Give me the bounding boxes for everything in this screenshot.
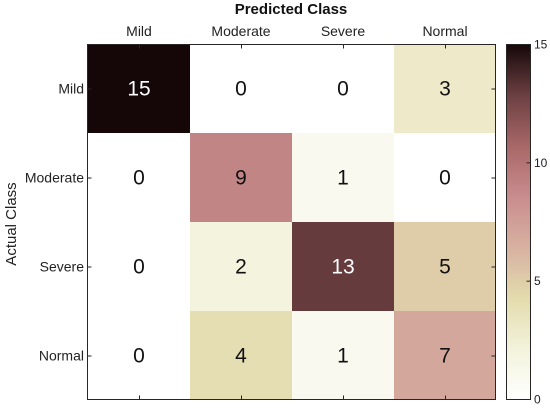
heatmap-cell bbox=[88, 44, 190, 133]
x-tick-label: Mild bbox=[126, 23, 152, 39]
y-tick-label: Normal bbox=[39, 348, 84, 364]
colorbar-tick-label: 15 bbox=[534, 38, 548, 52]
heatmap-cell bbox=[190, 44, 292, 133]
axis-tick-marks bbox=[87, 44, 496, 400]
heatmap-cell bbox=[292, 44, 394, 133]
cell-value-label: 0 bbox=[337, 78, 349, 101]
heatmap-cell bbox=[190, 222, 292, 311]
heatmap-cell bbox=[190, 133, 292, 222]
y-axis-label: Actual Class bbox=[3, 182, 20, 265]
heatmap-cell bbox=[292, 311, 394, 400]
cell-value-label: 4 bbox=[235, 345, 247, 368]
heatmap-cell bbox=[394, 222, 496, 311]
y-tick-label: Severe bbox=[40, 259, 85, 275]
heatmap-cell bbox=[88, 133, 190, 222]
heatmap-cell bbox=[292, 133, 394, 222]
heatmap-cells: 15 0 0 3 0 9 1 0 0 2 13 5 0 4 1 7 bbox=[88, 44, 496, 400]
cell-value-label: 0 bbox=[133, 167, 145, 190]
cell-value-label: 0 bbox=[133, 256, 145, 279]
colorbar bbox=[507, 44, 531, 400]
y-tick-labels: Mild Moderate Severe Normal bbox=[25, 81, 84, 364]
colorbar-ticks: 0 5 10 15 bbox=[526, 38, 548, 407]
heatmap-cell bbox=[292, 222, 394, 311]
y-tick-label: Mild bbox=[58, 81, 84, 97]
cell-value-label: 9 bbox=[235, 167, 247, 190]
chart-title: Predicted Class bbox=[235, 1, 348, 18]
cell-value-label: 1 bbox=[337, 345, 349, 368]
cell-value-label: 15 bbox=[127, 78, 150, 101]
cell-value-label: 3 bbox=[439, 78, 451, 101]
plot-frame bbox=[87, 44, 496, 400]
heatmap-cell bbox=[394, 311, 496, 400]
x-tick-label: Severe bbox=[321, 23, 366, 39]
heatmap-cell bbox=[88, 222, 190, 311]
y-tick-label: Moderate bbox=[25, 170, 84, 186]
cell-value-label: 0 bbox=[133, 345, 145, 368]
cell-value-label: 5 bbox=[439, 256, 451, 279]
x-tick-label: Normal bbox=[422, 23, 467, 39]
heatmap-cell bbox=[88, 311, 190, 400]
cell-value-label: 7 bbox=[439, 345, 451, 368]
heatmap-cell bbox=[394, 44, 496, 133]
x-tick-labels: Mild Moderate Severe Normal bbox=[126, 23, 467, 39]
cell-value-label: 13 bbox=[331, 256, 354, 279]
heatmap-cell bbox=[394, 133, 496, 222]
cell-value-label: 0 bbox=[235, 78, 247, 101]
colorbar-tick-label: 0 bbox=[534, 393, 541, 407]
heatmap-cell bbox=[190, 311, 292, 400]
cell-value-label: 2 bbox=[235, 256, 247, 279]
cell-value-label: 0 bbox=[439, 167, 451, 190]
cell-value-label: 1 bbox=[337, 167, 349, 190]
colorbar-tick-label: 5 bbox=[534, 274, 541, 288]
colorbar-tick-label: 10 bbox=[534, 156, 548, 170]
x-tick-label: Moderate bbox=[211, 23, 270, 39]
colorbar-frame bbox=[506, 44, 531, 400]
